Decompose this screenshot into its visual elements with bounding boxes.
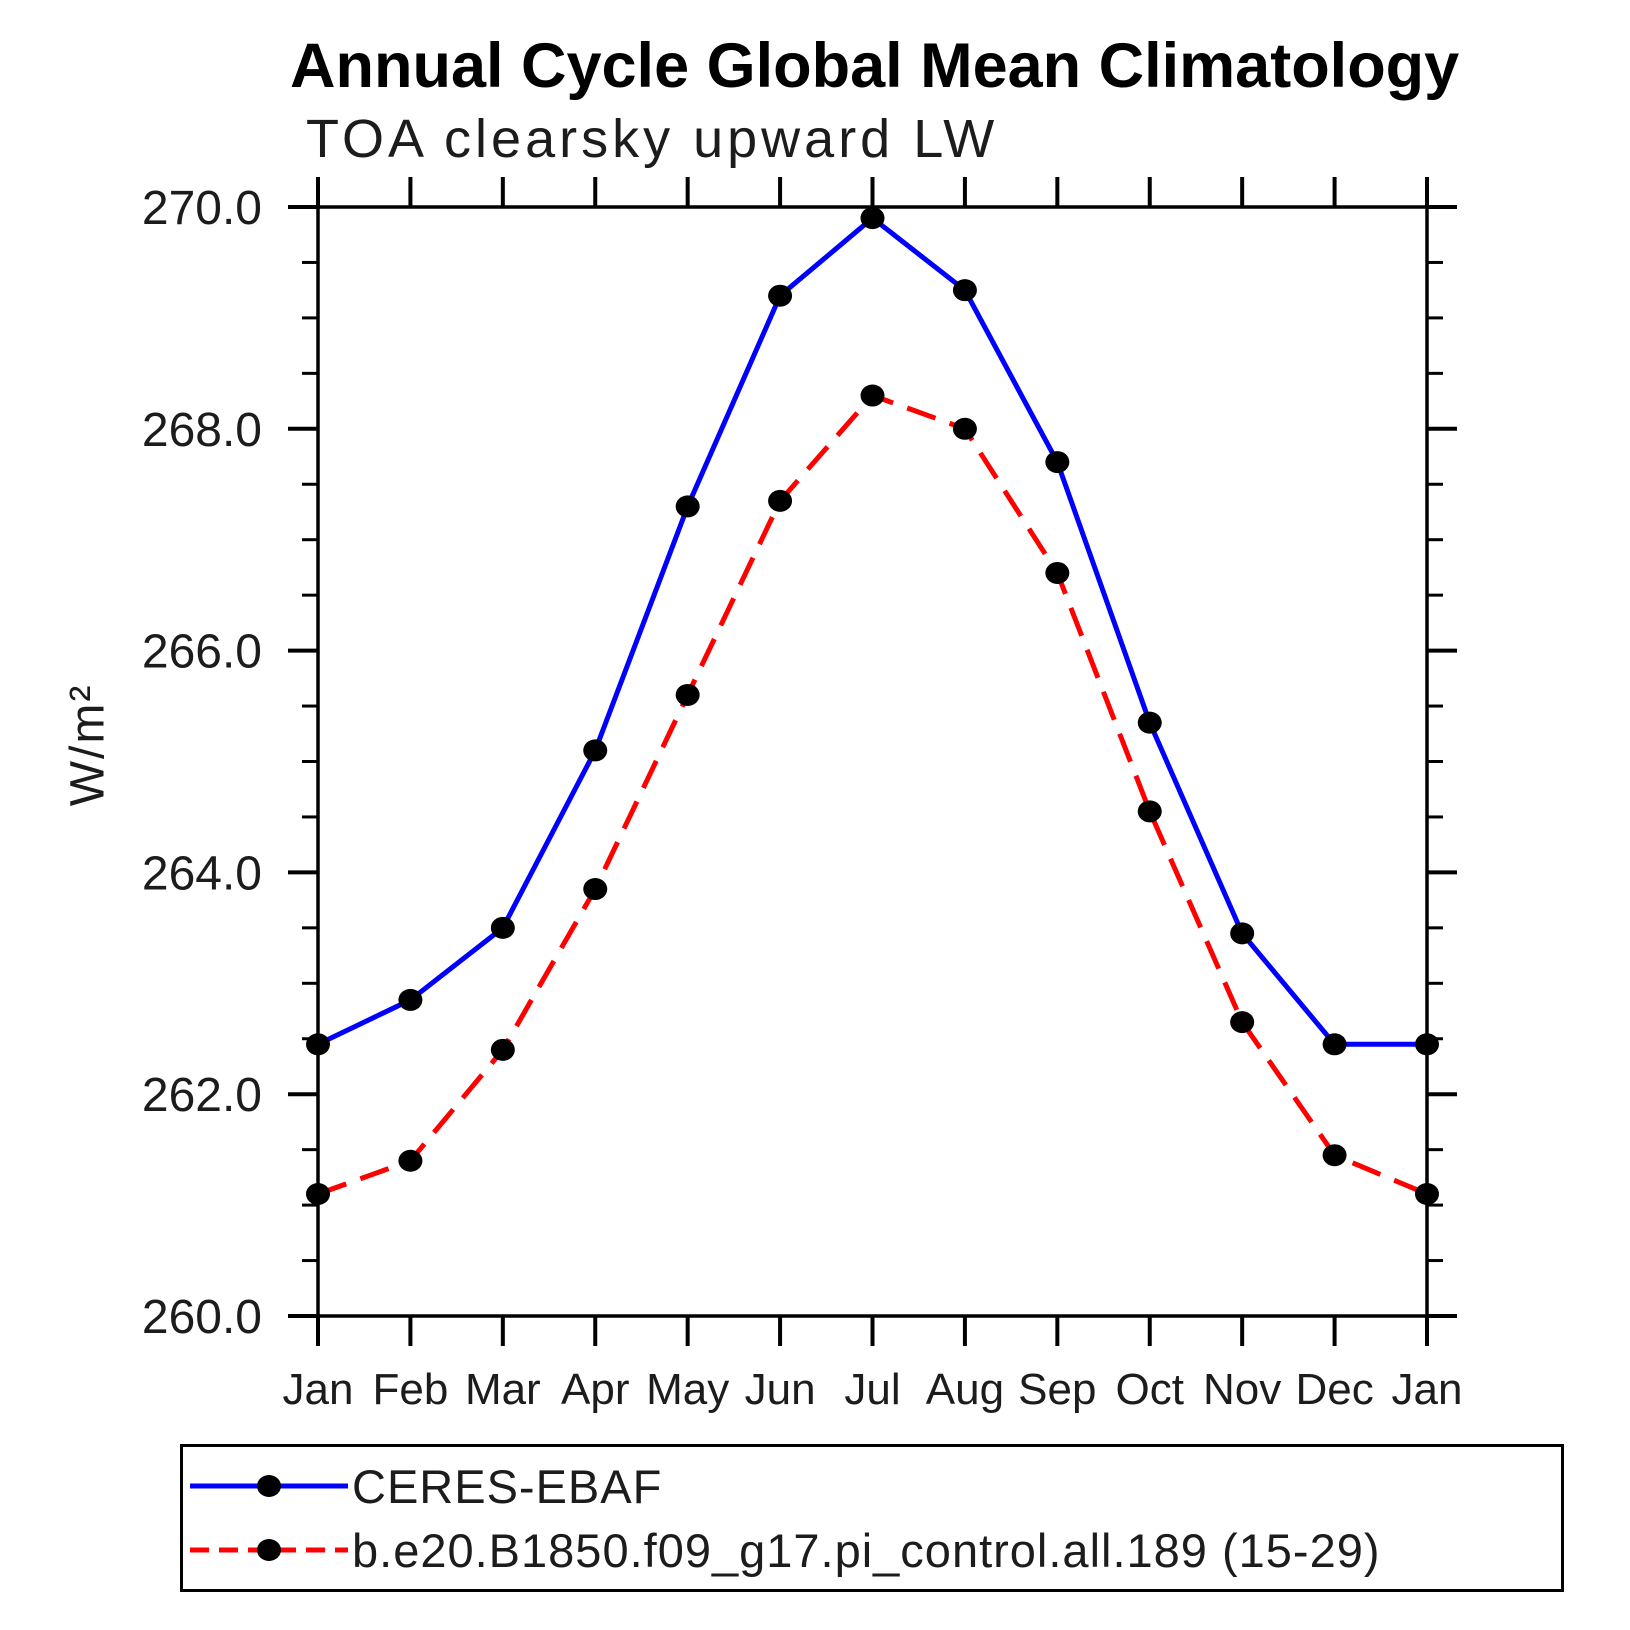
x-tick-label: Sep: [1018, 1365, 1096, 1414]
data-point-marker-0: [1322, 1033, 1347, 1056]
data-point-marker-1: [306, 1183, 330, 1206]
chart-subtitle: TOA clearsky upward LW: [306, 109, 999, 169]
y-tick-label: 270.0: [142, 182, 262, 235]
x-tick-label: May: [646, 1365, 729, 1414]
legend-row-model: b.e20.B1850.f09_g17.pi_control.all.189 (…: [183, 1522, 1561, 1578]
y-tick-label: 260.0: [142, 1291, 262, 1344]
chart-title: Annual Cycle Global Mean Climatology: [290, 31, 1460, 101]
data-point-marker-0: [583, 739, 608, 762]
data-point-marker-1: [1415, 1183, 1439, 1206]
x-tick-label: Jun: [745, 1365, 816, 1414]
x-tick-label: Jul: [844, 1365, 900, 1414]
data-point-marker-0: [1045, 451, 1070, 474]
x-tick-label: Jan: [283, 1365, 354, 1414]
data-point-marker-0: [1230, 922, 1255, 945]
series-line-0: [316, 215, 1427, 1047]
x-tick-label: Feb: [373, 1365, 449, 1414]
data-point-marker-1: [583, 878, 608, 901]
data-point-marker-0: [675, 495, 700, 518]
data-point-marker-1: [675, 683, 700, 706]
x-tick-label: Nov: [1203, 1365, 1281, 1414]
data-point-marker-0: [860, 207, 885, 230]
data-point-marker-1: [1045, 561, 1070, 584]
series-line-1: [317, 393, 1428, 1197]
data-point-marker-0: [952, 279, 977, 302]
y-tick-label: 264.0: [142, 847, 262, 900]
y-tick-label: 268.0: [142, 404, 262, 457]
plot-box: [316, 205, 1429, 1318]
data-point-marker-1: [490, 1038, 515, 1061]
data-point-marker-0: [1415, 1033, 1439, 1056]
legend-row-observation: CERES-EBAF: [183, 1458, 1561, 1514]
data-point-marker-1: [768, 489, 793, 512]
x-tick-label: Dec: [1295, 1365, 1373, 1414]
data-point-marker-1: [1230, 1011, 1255, 1034]
legend-label-observation: CERES-EBAF: [352, 1459, 663, 1513]
y-tick-label: 262.0: [142, 1069, 262, 1122]
data-point-marker-0: [1137, 711, 1162, 734]
data-point-marker-0: [306, 1033, 330, 1056]
data-point-marker-1: [1322, 1144, 1347, 1167]
data-point-marker-0: [398, 988, 423, 1011]
legend-sample-solid-line-icon: [190, 1475, 348, 1497]
legend: CERES-EBAF b.e20.B1850.f09_g17.pi_contro…: [180, 1444, 1564, 1592]
data-point-marker-1: [1137, 800, 1162, 823]
x-tick-label: Oct: [1116, 1365, 1184, 1414]
x-tick-label: Mar: [465, 1365, 541, 1414]
legend-label-model: b.e20.B1850.f09_g17.pi_control.all.189 (…: [352, 1523, 1381, 1577]
y-tick-label: 266.0: [142, 626, 262, 679]
x-tick-label: Apr: [561, 1365, 629, 1414]
x-tick-label: Aug: [926, 1365, 1004, 1414]
x-tick-label: Jan: [1392, 1365, 1463, 1414]
legend-sample-dashed-line-icon: [190, 1539, 348, 1561]
data-point-marker-1: [952, 417, 977, 440]
data-point-marker-1: [398, 1149, 423, 1172]
data-point-marker-1: [860, 384, 885, 407]
data-point-marker-0: [768, 284, 793, 307]
data-point-marker-0: [490, 916, 515, 939]
